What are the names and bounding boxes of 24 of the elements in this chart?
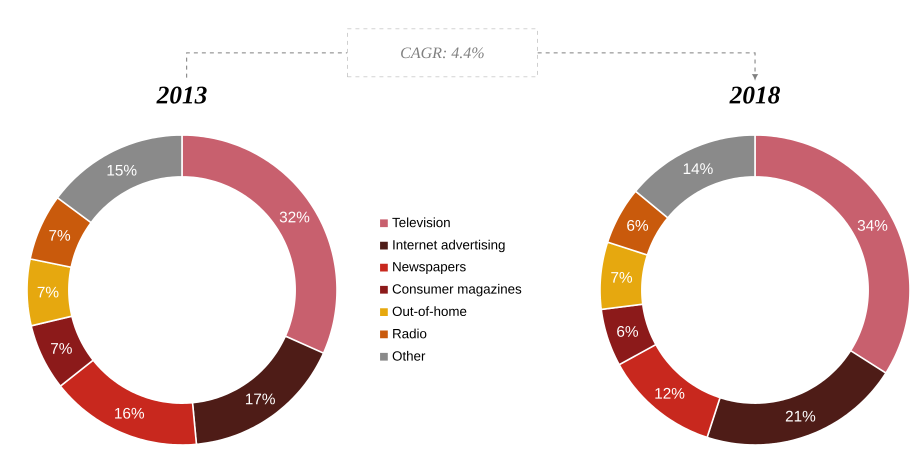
data-label: 14% [684, 163, 713, 174]
legend-label: Other [392, 350, 426, 361]
data-label: 15% [108, 164, 136, 176]
legend-label: Internet advertising [393, 240, 505, 252]
data-label: 7% [38, 286, 58, 298]
chart-title: 2018 [729, 86, 780, 104]
data-label: 6% [627, 220, 648, 231]
data-label: 21% [786, 410, 816, 422]
data-label: 7% [51, 343, 72, 354]
data-label: 16% [115, 408, 144, 419]
legend-label: Newspapers [393, 262, 466, 274]
chart-title: 2013 [156, 86, 207, 104]
data-label: 17% [246, 394, 275, 404]
legend-label: Out-of-home [392, 306, 466, 316]
data-label: 7% [611, 272, 632, 283]
legend-label: Radio [393, 328, 426, 338]
legend-label: Television [392, 217, 450, 228]
data-label: 12% [655, 388, 684, 399]
data-label: 32% [280, 212, 310, 222]
legend-label: Consumer magazines [392, 284, 522, 296]
data-label: 7% [49, 230, 70, 241]
data-label: 34% [858, 220, 888, 231]
text: CAGR: 4.4% [401, 47, 484, 58]
data-label: 6% [617, 326, 638, 337]
